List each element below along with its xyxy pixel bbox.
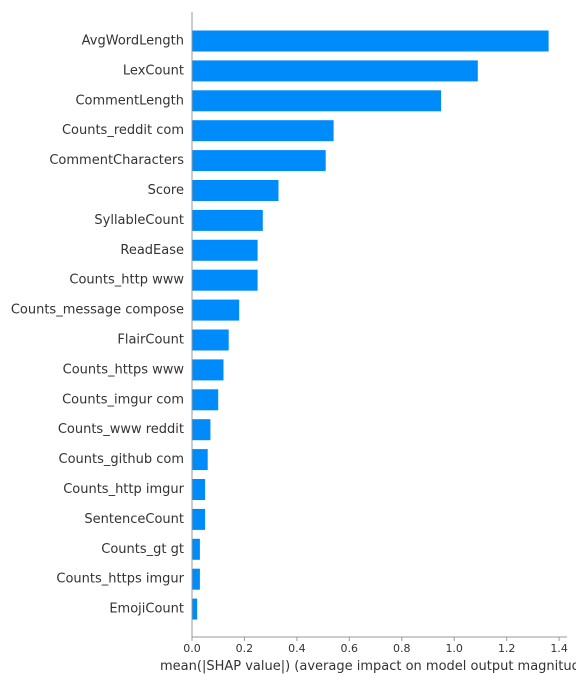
x-tick-label: 0.2 [236,642,254,655]
x-tick-label: 0.0 [183,642,201,655]
x-ticks-group: 0.0 0.2 0.4 0.6 0.8 1.0 1.2 1.4 [183,637,568,655]
category-label: CommentLength [75,93,184,108]
category-label: Counts_http www [69,273,184,288]
bar-18 [192,568,200,590]
bar-6 [192,209,263,231]
bar-4 [192,150,326,172]
category-label: Counts_gt gt [101,542,184,557]
bar-3 [192,120,334,142]
bar-17 [192,538,200,560]
x-tick-label: 1.0 [445,642,463,655]
bar-14 [192,449,208,471]
category-label: SentenceCount [84,512,184,527]
category-labels-group: AvgWordLength LexCount CommentLength Counts… [11,34,185,617]
bar-5 [192,180,279,201]
bar-8 [192,269,258,291]
bar-16 [192,508,206,530]
x-tick-label: 0.8 [393,642,411,655]
x-tick-label: 0.4 [288,642,306,655]
bar-11 [192,359,224,381]
x-tick-label: 1.2 [498,642,516,655]
category-label: Counts_https www [63,362,185,377]
bar-7 [192,239,258,261]
category-label: SyllableCount [94,213,184,228]
bar-12 [192,389,219,411]
category-label: Counts_reddit com [62,123,184,138]
category-label: ReadEase [120,243,184,258]
bar-0 [192,30,549,52]
bar-13 [192,419,211,441]
category-label: CommentCharacters [49,153,184,168]
category-label: Counts_http imgur [63,482,184,497]
bar-1 [192,60,478,82]
category-label: Counts_imgur com [62,392,184,407]
category-label: Counts_www reddit [58,422,184,437]
category-label: EmojiCount [109,602,184,617]
bar-9 [192,299,240,321]
category-label: Counts_https imgur [56,572,184,587]
bar-2 [192,90,442,112]
category-label: FlairCount [117,333,184,348]
bars-group [192,30,549,620]
category-label: AvgWordLength [82,34,184,49]
category-label: Counts_github com [59,452,184,467]
x-axis-label: mean(|SHAP value|) (average impact on mo… [160,659,576,674]
x-tick-label: 1.4 [550,642,568,655]
bar-15 [192,479,206,500]
bar-10 [192,329,229,351]
category-label: Score [148,183,184,198]
bar-19 [192,598,198,620]
x-tick-label: 0.6 [341,642,359,655]
category-label: LexCount [123,63,184,78]
category-label: Counts_message compose [11,303,184,318]
